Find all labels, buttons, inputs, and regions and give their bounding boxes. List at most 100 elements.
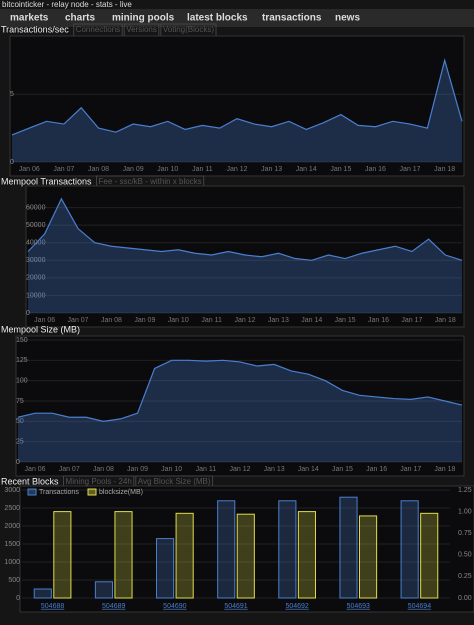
y-tick-label: 50 — [16, 418, 24, 425]
nav-tab[interactable]: mining pools — [112, 13, 175, 24]
x-tick-label: Jan 09 — [123, 166, 144, 173]
x-tick-label: Jan 15 — [335, 317, 356, 324]
y-tick-label: 0 — [10, 159, 14, 166]
y-tick-label: 25 — [16, 439, 24, 446]
x-tick-label: Jan 15 — [332, 466, 353, 473]
x-tick-label[interactable]: 504694 — [408, 603, 431, 610]
x-tick-label: Jan 07 — [53, 166, 74, 173]
chart-title: Transactions/sec — [1, 24, 69, 34]
y-tick-label: 500 — [8, 577, 20, 584]
chart-tab[interactable]: Fee - ssc/kB - within x blocks — [99, 177, 202, 186]
legend-swatch — [27, 488, 37, 496]
y-tick-label: 0 — [16, 459, 20, 466]
bar — [400, 500, 419, 599]
chart-tab[interactable]: Mining Pools - 24h — [66, 477, 132, 486]
x-tick-label: Jan 13 — [268, 317, 289, 324]
y-tick-label: 50000 — [26, 222, 46, 229]
x-tick-label: Jan 12 — [234, 317, 255, 324]
x-tick-label[interactable]: 504690 — [163, 603, 186, 610]
line — [17, 359, 463, 422]
line — [27, 197, 463, 261]
chart-tab[interactable]: Versions — [126, 25, 157, 34]
x-tick-label[interactable]: 504692 — [285, 603, 308, 610]
y-tick-label: 30000 — [26, 257, 46, 264]
x-tick-label[interactable]: 504691 — [224, 603, 247, 610]
x-tick-label: Jan 06 — [25, 466, 46, 473]
y-tick-label: 1000 — [4, 559, 20, 566]
chart-title: Recent Blocks — [1, 476, 59, 486]
x-tick-label: Jan 11 — [201, 317, 222, 324]
bar — [359, 515, 378, 599]
nav-tab[interactable]: news — [335, 13, 360, 24]
y-tick-label: 0 — [26, 310, 30, 317]
bar — [278, 500, 297, 599]
x-tick-label: Jan 14 — [298, 466, 319, 473]
x-tick-label: Jan 18 — [434, 466, 455, 473]
x-tick-label: Jan 18 — [434, 166, 455, 173]
area-fill — [18, 360, 462, 462]
y-tick-label: 2000 — [4, 523, 20, 530]
chart-tab[interactable]: Avg Block Size (MB) — [138, 477, 211, 486]
x-tick-label: Jan 14 — [301, 317, 322, 324]
x-tick-label: Jan 13 — [264, 466, 285, 473]
y-tick-label: 20000 — [26, 275, 46, 282]
x-tick-label: Jan 08 — [88, 166, 109, 173]
legend-label: Transactions — [39, 489, 79, 496]
legend-swatch — [87, 488, 97, 496]
x-tick-label[interactable]: 504693 — [347, 603, 370, 610]
y-tick-label: 75 — [16, 398, 24, 405]
y2-tick-label: 0.50 — [458, 552, 472, 559]
x-tick-label: Jan 17 — [400, 466, 421, 473]
bar — [236, 513, 255, 599]
chart-tab[interactable]: Connections — [76, 25, 120, 34]
y-tick-label: 2500 — [4, 505, 20, 512]
x-tick-label: Jan 18 — [435, 317, 456, 324]
bar — [114, 511, 133, 599]
y2-tick-label: 0.75 — [458, 530, 472, 537]
bar — [175, 512, 194, 599]
area-fill — [12, 60, 462, 163]
bar — [420, 512, 439, 599]
legend-label: blocksize(MB) — [99, 489, 143, 496]
x-tick-label: Jan 10 — [161, 466, 182, 473]
x-tick-label: Jan 12 — [226, 166, 247, 173]
nav-tab[interactable]: transactions — [262, 13, 322, 24]
x-tick-label: Jan 07 — [59, 466, 80, 473]
y-tick-label: 10000 — [26, 292, 46, 299]
bar — [94, 581, 113, 599]
plot-frame — [9, 35, 465, 177]
y-tick-label: 125 — [16, 357, 28, 364]
bar — [33, 588, 52, 599]
x-tick-label: Jan 11 — [192, 166, 213, 173]
x-tick-label: Jan 07 — [68, 317, 89, 324]
x-tick-label: Jan 16 — [368, 317, 389, 324]
nav-tab[interactable]: charts — [65, 13, 95, 24]
plot-frame — [15, 335, 465, 477]
x-tick-label: Jan 09 — [127, 466, 148, 473]
y2-tick-label: 1.25 — [458, 487, 472, 494]
x-tick-label: Jan 06 — [34, 317, 55, 324]
x-tick-label: Jan 14 — [296, 166, 317, 173]
y2-tick-label: 1.00 — [458, 508, 472, 515]
x-tick-label: Jan 10 — [157, 166, 178, 173]
bar — [339, 496, 358, 599]
bar — [53, 511, 72, 599]
x-tick-label: Jan 12 — [229, 466, 250, 473]
chart-title: Mempool Size (MB) — [1, 324, 80, 334]
line — [11, 58, 463, 136]
x-tick-label[interactable]: 504689 — [102, 603, 125, 610]
x-tick-label: Jan 16 — [365, 166, 386, 173]
y-tick-label: 5 — [10, 91, 14, 98]
x-tick-label: Jan 16 — [366, 466, 387, 473]
nav-tab[interactable]: markets — [10, 13, 49, 24]
bar — [297, 511, 316, 599]
x-tick-label: Jan 08 — [93, 466, 114, 473]
nav-tab[interactable]: latest blocks — [187, 13, 248, 24]
plot-frame — [25, 185, 465, 328]
x-tick-label[interactable]: 504688 — [41, 603, 64, 610]
x-tick-label: Jan 06 — [19, 166, 40, 173]
chart-tab[interactable]: Voting(Blocks) — [163, 25, 214, 34]
y-tick-label: 60000 — [26, 204, 46, 211]
x-tick-label: Jan 17 — [401, 317, 422, 324]
y-tick-label: 3000 — [4, 487, 20, 494]
